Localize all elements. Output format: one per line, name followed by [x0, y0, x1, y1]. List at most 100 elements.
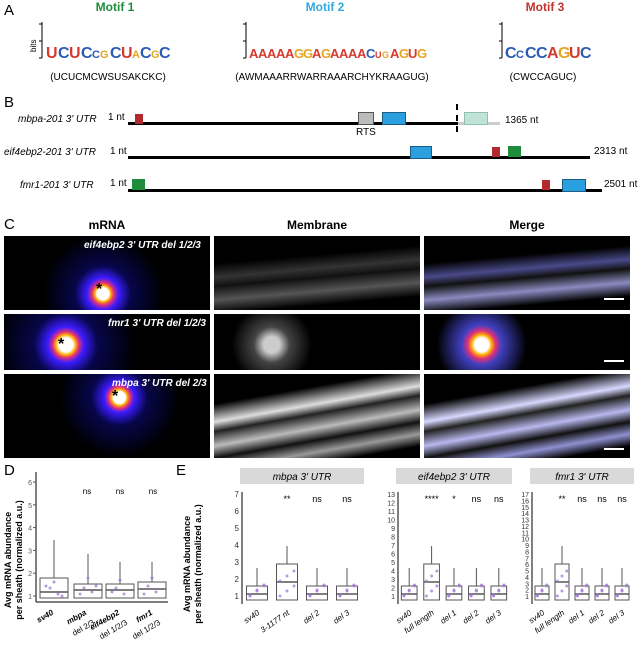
svg-text:G: G	[151, 49, 160, 61]
y-tick-label: 4	[391, 569, 395, 576]
data-point	[565, 584, 569, 588]
scale-bar	[604, 360, 624, 362]
data-point	[322, 583, 326, 587]
data-point	[278, 594, 282, 598]
facet-2: fmr1 3' UTR1716151413121110987654321sv40…	[521, 468, 634, 635]
y-tick-label: 15	[521, 505, 529, 512]
data-point	[402, 593, 406, 597]
cell-body-marker: *	[58, 336, 65, 353]
data-point	[560, 589, 564, 593]
cell-body-marker: *	[96, 281, 103, 298]
data-point	[285, 574, 289, 578]
data-point	[435, 584, 439, 588]
data-point	[615, 593, 619, 597]
utr-line-fmr1	[128, 189, 602, 192]
y-tick-label: 11	[388, 509, 395, 516]
svg-text:U: U	[121, 45, 133, 62]
box	[336, 585, 358, 601]
column-header-merge: Merge	[509, 218, 545, 232]
significance-label: **	[558, 494, 566, 504]
y-tick-label: 4	[235, 541, 240, 550]
significance-label: ns	[342, 494, 352, 504]
svg-text:C: C	[366, 46, 376, 61]
utr-start-eif4ebp2: 1 nt	[110, 146, 127, 157]
utr-end-mbpa: 1365 nt	[505, 115, 539, 126]
box	[306, 585, 328, 601]
significance-label: ns	[83, 487, 91, 496]
significance-label: **	[283, 494, 291, 504]
cell-body-marker: *	[112, 388, 119, 405]
motif-faded-site	[464, 112, 488, 125]
data-point	[262, 583, 266, 587]
y-tick-label: 6	[391, 552, 395, 559]
data-point	[248, 593, 252, 597]
significance-label: ns	[617, 494, 627, 504]
utr-line-mbpa	[128, 122, 458, 125]
x-tick-label: del 2	[461, 608, 481, 626]
panel-letter-b: B	[4, 94, 15, 111]
svg-text:A: A	[330, 46, 340, 61]
data-point	[430, 574, 434, 578]
y-tick-label: 13	[521, 518, 529, 525]
motif-1-title: Motif 1	[95, 0, 135, 14]
micrograph-label-row3: mbpa 3' UTR del 2/3	[112, 378, 207, 389]
x-tick-label: del 1	[567, 608, 586, 625]
svg-text:C: C	[580, 45, 592, 62]
data-point	[474, 588, 478, 592]
y-tick-label: 17	[521, 492, 529, 499]
box	[246, 585, 268, 601]
svg-text:C: C	[159, 45, 171, 62]
box	[490, 585, 508, 601]
svg-text:A: A	[547, 45, 559, 62]
significance-label: ns	[597, 494, 607, 504]
data-point	[457, 583, 461, 587]
svg-text:U: U	[375, 50, 382, 60]
y-tick-label: 7	[391, 543, 395, 550]
significance-label: *	[452, 494, 456, 504]
micrograph-merge-row2	[424, 314, 630, 370]
data-point	[580, 588, 584, 592]
svg-text:C: C	[140, 45, 152, 62]
y-tick-label: 6	[28, 480, 32, 487]
data-point	[292, 569, 296, 573]
data-point	[492, 593, 496, 597]
axis-label-d: Avg mRNA abundance	[3, 512, 13, 608]
motif-1-site	[132, 179, 145, 190]
x-tick-label: del 3	[607, 608, 627, 626]
chart-panel-e: Avg mRNA abundance per sheath (normalize…	[176, 468, 638, 654]
data-point	[278, 579, 282, 583]
y-tick-label: 8	[525, 549, 529, 556]
column-header-membrane: Membrane	[286, 218, 348, 232]
data-point	[480, 583, 484, 587]
data-point	[424, 579, 428, 583]
box	[445, 585, 463, 601]
y-tick-label: 16	[521, 498, 529, 505]
y-tick-label: 8	[391, 535, 395, 542]
svg-text:C: C	[92, 49, 100, 61]
panel-letter-d: D	[4, 462, 15, 479]
data-point	[345, 588, 349, 592]
data-point	[555, 579, 559, 583]
y-tick-label: 12	[521, 524, 529, 531]
micrograph-label-row2: fmr1 3' UTR del 1/2/3	[108, 318, 206, 329]
significance-label: ns	[149, 487, 157, 496]
facet-title: eif4ebp2 3' UTR	[418, 472, 490, 483]
svg-text:C: C	[58, 45, 70, 62]
data-point	[540, 588, 544, 592]
micrograph-membrane-row3	[214, 374, 420, 458]
motif-3-title: Motif 3	[525, 0, 565, 14]
y-tick-label: 2	[28, 571, 32, 578]
svg-text:G: G	[100, 49, 109, 61]
data-point	[497, 588, 501, 592]
significance-label: ns	[312, 494, 322, 504]
motif-2-sequence: (AWMAAARRWARRAAARCHYKRAAGUG)	[235, 72, 429, 83]
micrograph-membrane-row1	[214, 236, 420, 310]
facet-title: fmr1 3' UTR	[555, 472, 609, 483]
box	[400, 585, 418, 601]
motif-3-site	[135, 114, 143, 124]
facet-header	[530, 468, 634, 484]
x-tick-label-sub: del 1/2/3	[131, 618, 163, 641]
facet-1: eif4ebp2 3' UTR13121110987654321sv40****…	[387, 468, 512, 635]
